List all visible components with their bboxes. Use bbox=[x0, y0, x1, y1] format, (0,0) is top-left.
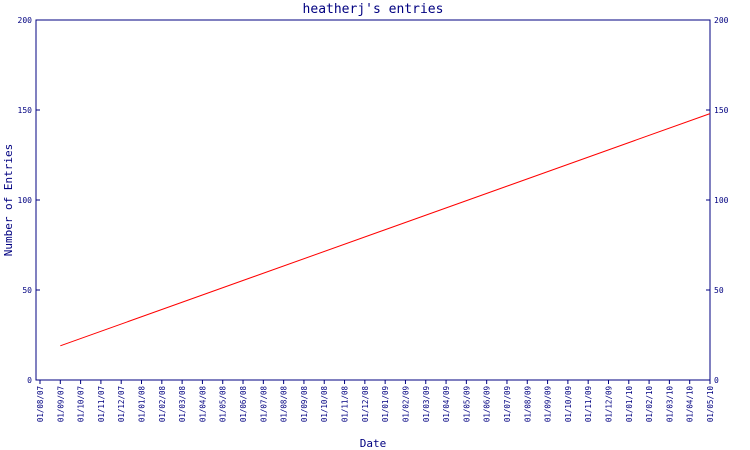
plot-area-frame bbox=[35, 19, 711, 381]
y-axis-right: 0 50 100 150 200 bbox=[706, 16, 729, 385]
y-axis-label: Number of Entries bbox=[2, 144, 15, 257]
x-tick-label: 01/01/10 bbox=[625, 386, 634, 423]
chart-title: heatherj's entries bbox=[303, 2, 444, 17]
series-line bbox=[60, 113, 711, 347]
x-tick-label: 01/10/09 bbox=[564, 386, 573, 422]
x-tick-label: 01/12/08 bbox=[361, 386, 370, 423]
x-tick-label: 01/09/07 bbox=[56, 386, 65, 422]
y-tick-label-right: 200 bbox=[714, 16, 729, 25]
x-tick-label: 01/02/10 bbox=[645, 386, 654, 423]
series-group bbox=[60, 113, 711, 347]
x-tick-label: 01/04/08 bbox=[198, 386, 207, 423]
x-axis: 01/08/07 01/09/07 01/10/07 01/11/07 01/12/07… bbox=[36, 380, 715, 422]
x-tick-label: 01/06/08 bbox=[239, 386, 248, 423]
x-tick-label: 01/02/09 bbox=[401, 386, 410, 422]
x-tick-label: 01/11/08 bbox=[341, 386, 350, 423]
x-tick-label: 01/08/09 bbox=[523, 386, 532, 422]
y-tick-label-left: 100 bbox=[18, 196, 33, 205]
x-tick-label: 01/10/08 bbox=[320, 386, 329, 423]
y-tick-label-left: 0 bbox=[27, 376, 32, 385]
x-tick-label: 01/07/09 bbox=[503, 386, 512, 422]
x-tick-label: 01/11/09 bbox=[584, 386, 593, 422]
x-tick-label: 01/05/10 bbox=[706, 386, 715, 423]
x-tick-label: 01/09/09 bbox=[544, 386, 553, 422]
y-axis-left: 0 50 100 150 200 bbox=[18, 16, 40, 385]
y-tick-label-right: 100 bbox=[714, 196, 729, 205]
x-tick-label: 01/04/09 bbox=[442, 386, 451, 422]
y-tick-label-left: 150 bbox=[18, 106, 33, 115]
x-tick-label: 01/10/07 bbox=[77, 386, 86, 422]
y-tick-label-right: 0 bbox=[714, 376, 719, 385]
x-tick-label: 01/03/08 bbox=[178, 386, 187, 423]
y-tick-label-left: 200 bbox=[18, 16, 33, 25]
x-tick-label: 01/01/09 bbox=[381, 386, 390, 422]
x-tick-label: 01/03/10 bbox=[665, 386, 674, 423]
y-tick-label-right: 150 bbox=[714, 106, 729, 115]
x-tick-label: 01/09/08 bbox=[300, 386, 309, 423]
x-tick-label: 01/04/10 bbox=[686, 386, 695, 423]
y-tick-label-left: 50 bbox=[22, 286, 32, 295]
x-tick-label: 01/11/07 bbox=[97, 386, 106, 422]
x-tick-label: 01/05/08 bbox=[219, 386, 228, 423]
x-axis-label: Date bbox=[360, 437, 387, 450]
x-tick-label: 01/03/09 bbox=[422, 386, 431, 422]
x-tick-label: 01/08/07 bbox=[36, 386, 45, 422]
x-tick-label: 01/12/07 bbox=[117, 386, 126, 422]
x-tick-label: 01/02/08 bbox=[158, 386, 167, 423]
x-tick-label: 01/01/08 bbox=[138, 386, 147, 423]
x-tick-label: 01/12/09 bbox=[604, 386, 613, 422]
x-tick-label: 01/07/08 bbox=[259, 386, 268, 423]
x-tick-label: 01/05/09 bbox=[462, 386, 471, 422]
x-tick-label: 01/08/08 bbox=[280, 386, 289, 423]
y-tick-label-right: 50 bbox=[714, 286, 724, 295]
x-tick-label: 01/06/09 bbox=[483, 386, 492, 422]
